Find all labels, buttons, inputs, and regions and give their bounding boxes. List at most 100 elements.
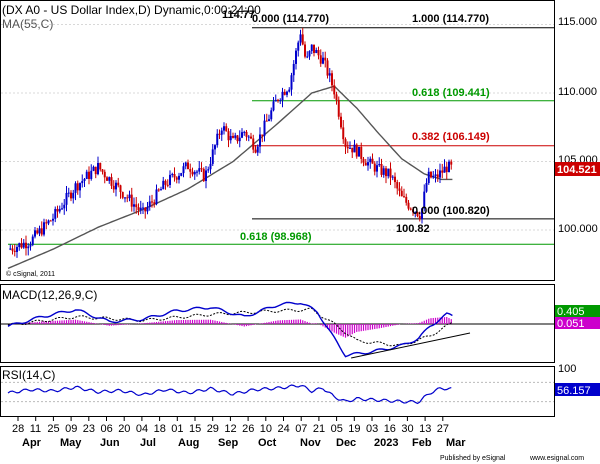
fib-label-high-0000: 0.000 (114.770) [252,13,329,25]
candle-body-106 [247,136,250,138]
date-label-23: 13 [419,423,431,435]
candle-body-122 [283,91,286,95]
candle-body-33 [83,178,86,181]
rsi-line [7,384,452,405]
candle-body-36 [90,170,93,179]
candle-body-22 [58,208,61,212]
candle-body-86 [202,168,205,181]
candle-body-143 [331,73,333,86]
candle-body-31 [79,183,81,191]
date-label-14: 10 [260,423,272,435]
month-label-7: Nov [300,437,322,449]
candle-body-44 [108,177,111,181]
date-label-12: 12 [224,423,236,435]
candle-body-98 [229,135,232,141]
candle-body-102 [238,137,241,142]
candle-body-173 [398,188,401,191]
candle-body-124 [288,89,291,92]
candle-body-193 [443,166,446,173]
candle-body-23 [61,208,63,210]
candle-body-134 [310,44,313,52]
candle-body-196 [450,161,453,165]
candle-body-70 [166,184,169,186]
candle-body-2 [13,250,16,252]
footer-published: Published by eSignal [440,455,506,462]
candle-body-110 [256,146,259,153]
moving-average-line [7,85,453,270]
rsi-value-tag: 56.157 [557,385,591,397]
candle-body-148 [342,127,345,140]
candle-body-190 [436,174,439,178]
candle-body-95 [223,126,225,131]
rsi-value-tag-bg [555,383,600,396]
candle-body-21 [56,208,59,212]
candle-body-170 [391,176,394,178]
candle-body-93 [218,133,221,135]
candle-body-94 [220,130,223,135]
candle-body-87 [205,170,207,181]
candle-body-125 [290,75,293,90]
low-price-label: 100.82 [396,223,430,235]
candle-body-82 [193,171,196,175]
candle-body-168 [387,168,390,177]
candle-body-12 [36,230,39,234]
candle-body-104 [243,131,246,133]
candle-body-185 [425,182,428,192]
candle-body-73 [173,174,176,178]
candle-body-59 [142,207,144,209]
candle-body-174 [400,190,403,197]
candle-body-187 [430,171,432,178]
signal-value-tag-bg [555,317,600,329]
candle-body-100 [234,135,237,138]
candle-body-42 [103,171,106,178]
candle-body-139 [322,57,324,64]
candle-body-10 [31,236,34,245]
fib-label-low-0000: 0.000 (100.820) [412,205,490,217]
month-label-6: Oct [258,437,277,449]
candle-body-34 [85,171,88,179]
candle-body-83 [196,171,198,173]
date-label-11: 29 [207,423,219,435]
candle-body-67 [160,189,162,191]
candle-body-32 [81,180,84,184]
candle-body-167 [385,168,387,177]
candle-body-144 [333,85,336,95]
date-label-17: 21 [313,423,325,435]
candle-body-20 [54,208,57,219]
fib-label-0382: 0.382 (106.149) [412,131,490,143]
candle-body-145 [335,94,338,100]
candle-body-65 [155,189,158,205]
candle-body-113 [263,120,266,136]
candle-body-18 [49,220,52,222]
candle-body-147 [340,116,342,128]
date-label-20: 03 [366,423,378,435]
candle-body-80 [189,169,192,172]
date-label-6: 20 [118,423,130,435]
candle-body-78 [184,162,187,167]
date-label-15: 24 [278,423,290,435]
candle-body-66 [157,189,160,191]
candle-body-161 [371,158,374,164]
candle-body-61 [146,206,149,212]
candle-body-35 [88,171,90,179]
candle-body-62 [148,201,151,207]
candle-body-152 [351,147,354,153]
candle-body-40 [99,162,102,170]
candle-body-116 [270,110,273,120]
month-label-4: Aug [178,437,199,449]
price-tick-110: 110.000 [558,86,597,98]
date-label-24: 27 [437,423,449,435]
candle-body-99 [232,135,234,138]
month-label-1: May [60,437,82,449]
candle-body-85 [200,168,203,170]
date-label-3: 09 [65,423,77,435]
price-panel-frame [0,0,555,281]
candle-body-180 [414,212,417,214]
candle-body-92 [216,133,219,146]
candle-body-160 [369,158,372,163]
ma-label: MA(55,C) [2,17,53,31]
price-tick-115: 115.000 [558,16,597,28]
candle-body-60 [144,207,147,212]
candle-body-52 [126,197,129,199]
